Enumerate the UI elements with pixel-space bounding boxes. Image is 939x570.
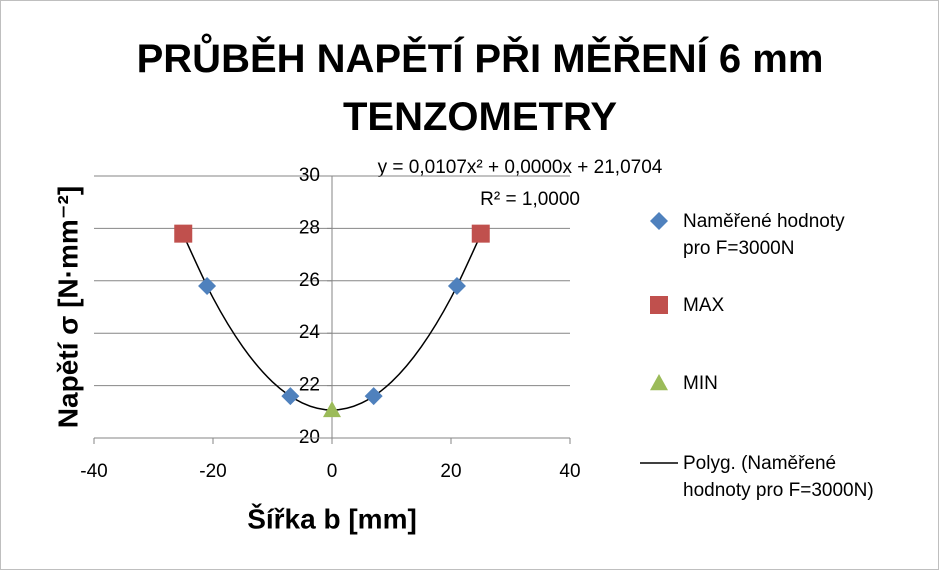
y-axis-label: Napětí σ [N·mm⁻²] [52,186,83,428]
x-tick-label: 40 [559,461,580,482]
x-tick-label: -20 [199,461,226,482]
square-marker [471,224,490,243]
square-marker [174,224,193,243]
legend-swatch [640,462,678,464]
trendline-r2: R² = 1,0000 [480,189,580,210]
legend-swatch [650,296,668,314]
legend-label: MIN [683,373,718,394]
square-marker [650,296,668,314]
triangle-marker [650,374,668,391]
diamond-marker [281,387,300,406]
legend-item: Polyg. (Naměřené hodnoty pro F=3000N) [640,450,930,504]
legend-label: MAX [683,295,725,316]
diamond-marker [650,212,668,230]
x-tick-label: 20 [440,461,461,482]
y-tick-label: 28 [299,217,320,238]
diamond-marker [198,277,217,296]
trendline-equation: y = 0,0107x² + 0,0000x + 21,0704 [378,157,663,178]
legend-label: Polyg. (Naměřené hodnoty pro F=3000N) [683,453,874,501]
y-tick-label: 30 [299,165,320,186]
diamond-marker [364,387,383,406]
legend-swatch [650,212,668,230]
legend-item: MAX [640,292,930,319]
legend-swatch [650,374,668,391]
y-tick-label: 24 [299,322,321,343]
triangle-marker [323,400,341,418]
legend-item: MIN [640,370,930,397]
diamond-marker [447,277,466,296]
legend-label: Naměřené hodnoty pro F=3000N [683,211,845,259]
x-tick-label: 0 [327,461,338,482]
x-tick-label: -40 [80,461,107,482]
legend-item: Naměřené hodnoty pro F=3000N [640,208,930,262]
y-tick-label: 26 [299,270,320,291]
chart-title: PRŮBĚH NAPĚTÍ PŘI MĚŘENÍ 6 mm TENZOMETRY [136,37,824,139]
x-axis-label: Šířka b [mm] [247,502,417,534]
y-tick-label: 22 [299,375,320,396]
